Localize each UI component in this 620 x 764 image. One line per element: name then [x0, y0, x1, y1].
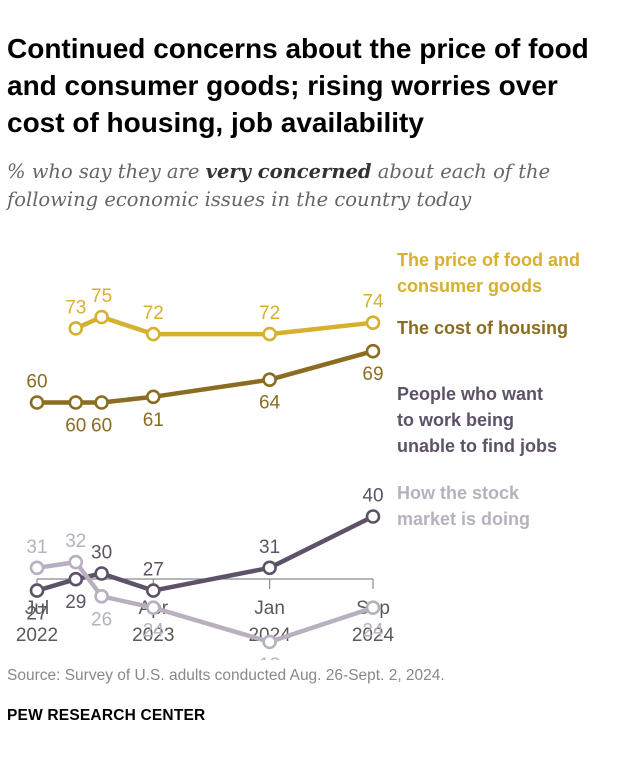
data-label: 60 — [91, 416, 112, 437]
x-tick-label-month: Jan — [254, 598, 285, 619]
series-legend-label: to work being — [397, 410, 514, 430]
data-point-marker — [29, 560, 45, 576]
data-label: 31 — [259, 537, 280, 558]
data-point-marker — [146, 326, 161, 342]
chart-title: Continued concerns about the price of fo… — [7, 33, 589, 138]
series-legend-label: How the stock — [397, 483, 520, 503]
data-label: 64 — [259, 393, 281, 414]
data-label: 60 — [65, 416, 86, 437]
data-point-marker — [365, 343, 381, 359]
data-label: 69 — [362, 364, 383, 385]
source-note: Source: Survey of U.S. adults conducted … — [7, 667, 445, 684]
data-label: 26 — [91, 609, 112, 630]
data-label: 29 — [65, 592, 86, 613]
data-point-marker — [365, 509, 381, 524]
x-tick-label-year: 2022 — [16, 625, 58, 646]
data-point-marker — [68, 554, 84, 570]
series-legend-label: market is doing — [397, 509, 530, 529]
data-point-marker — [262, 372, 277, 388]
data-point-marker — [365, 315, 381, 331]
data-point-marker — [68, 321, 84, 336]
data-label: 75 — [91, 286, 112, 307]
data-point-marker — [262, 560, 277, 576]
data-label: 73 — [65, 297, 86, 318]
data-point-marker — [262, 326, 277, 342]
data-label: 72 — [143, 303, 164, 324]
brand-label: PEW RESEARCH CENTER — [7, 707, 206, 724]
data-label: 40 — [362, 486, 383, 507]
series-legend-label: The cost of housing — [397, 318, 568, 338]
data-label: 74 — [362, 292, 384, 313]
subtitle-pre: % who say they are — [7, 160, 206, 183]
series-line — [34, 348, 376, 405]
subtitle-post: about each of the following economic iss… — [7, 160, 551, 211]
data-point-marker — [94, 588, 109, 604]
data-point-marker — [94, 309, 109, 325]
data-label: 60 — [26, 372, 47, 393]
data-label: 18 — [259, 655, 280, 660]
data-point-marker — [68, 571, 84, 587]
data-label: 27 — [26, 604, 47, 625]
data-label: 27 — [143, 560, 164, 581]
data-point-marker — [29, 583, 45, 598]
data-point-marker — [146, 389, 161, 405]
line-chart: Jul2022Apr2023Jan2024Sep20247375727274Th… — [16, 250, 580, 660]
series-line — [34, 559, 376, 645]
data-label: 30 — [91, 543, 112, 564]
chart-subtitle: % who say they are very concerned about … — [7, 158, 617, 214]
series-legend-label: People who want — [397, 384, 543, 404]
data-label: 61 — [143, 410, 164, 431]
data-point-marker — [68, 395, 84, 410]
data-point-marker — [146, 600, 161, 616]
data-point-marker — [94, 395, 109, 410]
series-line — [73, 314, 376, 337]
data-point-marker — [146, 583, 161, 598]
series-legend-label: consumer goods — [397, 276, 542, 296]
subtitle-emphasis: very concerned — [205, 160, 372, 183]
data-label: 24 — [362, 621, 384, 642]
x-tick-label-year: 2024 — [352, 625, 395, 646]
data-label: 32 — [65, 531, 86, 552]
data-point-marker — [94, 566, 109, 581]
series-legend-label: unable to find jobs — [397, 436, 557, 456]
data-label: 31 — [26, 537, 47, 558]
x-tick-label-month: Jul — [25, 598, 49, 619]
data-label: 24 — [143, 621, 165, 642]
data-point-marker — [29, 395, 45, 410]
x-tick-label-year: 2023 — [132, 625, 174, 646]
data-point-marker — [262, 634, 277, 650]
data-point-marker — [365, 600, 381, 616]
data-label: 72 — [259, 303, 280, 324]
series-legend-label: The price of food and — [397, 250, 580, 270]
